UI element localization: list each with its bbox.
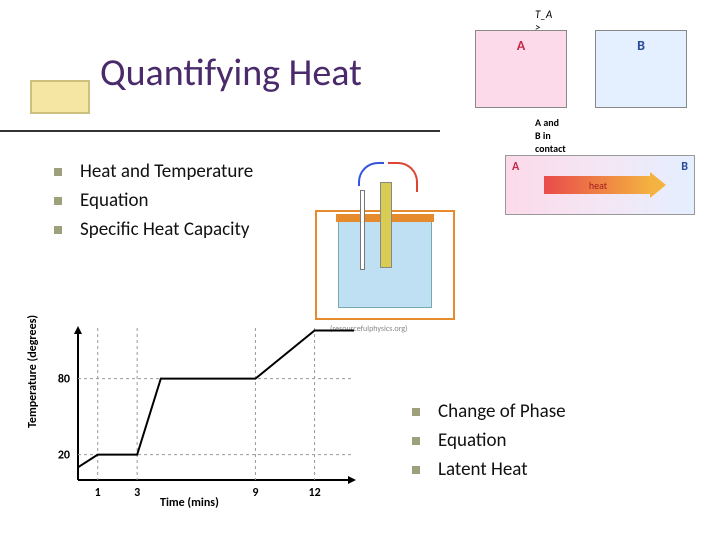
temp-time-chart: Temperature (degrees) Time (mins) 208013… (30, 320, 360, 510)
list-item: Latent Heat (412, 458, 566, 481)
box-b: B (595, 30, 687, 108)
bullet-text: Equation (80, 189, 148, 212)
list-item: Change of Phase (412, 400, 566, 423)
bullet-list-right: Change of Phase Equation Latent Heat (412, 400, 566, 487)
svg-text:80: 80 (58, 373, 70, 387)
chart-xlabel: Time (mins) (160, 496, 219, 510)
heat-arrow-head (650, 172, 666, 198)
title-block: Quantifying Heat (30, 50, 362, 96)
contact-b: B (681, 160, 688, 174)
bullet-text: Change of Phase (438, 400, 566, 423)
heat-label: heat (589, 179, 607, 192)
chart-ylabel: Temperature (degrees) (26, 315, 40, 428)
heat-arrow: heat (544, 176, 652, 194)
svg-text:1: 1 (95, 486, 101, 500)
contact-a: A (512, 160, 519, 174)
bullet-icon (412, 408, 420, 416)
wire-red (388, 162, 418, 192)
heater (380, 182, 392, 268)
list-item: Equation (54, 189, 253, 212)
chart-svg: 20 80 1 3 9 12 (30, 320, 360, 510)
calorimeter-diagram: (resourcefulphysics.org) (310, 170, 460, 330)
list-item: Specific Heat Capacity (54, 218, 253, 241)
svg-text:12: 12 (308, 486, 320, 500)
heat-arrow-body: heat (544, 176, 652, 194)
list-item: Equation (412, 429, 566, 452)
thermometer (360, 190, 365, 270)
bullet-icon (54, 197, 62, 205)
slide-title: Quantifying Heat (30, 50, 362, 96)
contact-box: A B heat (505, 155, 695, 215)
list-item: Heat and Temperature (54, 160, 253, 183)
bullet-text: Specific Heat Capacity (80, 218, 250, 241)
svg-text:3: 3 (134, 486, 140, 500)
bullet-text: Latent Heat (438, 458, 528, 481)
box-a: A (475, 30, 567, 108)
contact-label: A and B in contact (535, 116, 566, 155)
svg-text:9: 9 (252, 486, 258, 500)
bullet-icon (412, 437, 420, 445)
svg-text:20: 20 (58, 449, 70, 463)
bullet-text: Equation (438, 429, 506, 452)
bullet-icon (54, 168, 62, 176)
bullet-icon (412, 466, 420, 474)
bullet-list-left: Heat and Temperature Equation Specific H… (54, 160, 253, 247)
bullet-icon (54, 226, 62, 234)
bullet-text: Heat and Temperature (80, 160, 253, 183)
title-rule (0, 130, 440, 132)
